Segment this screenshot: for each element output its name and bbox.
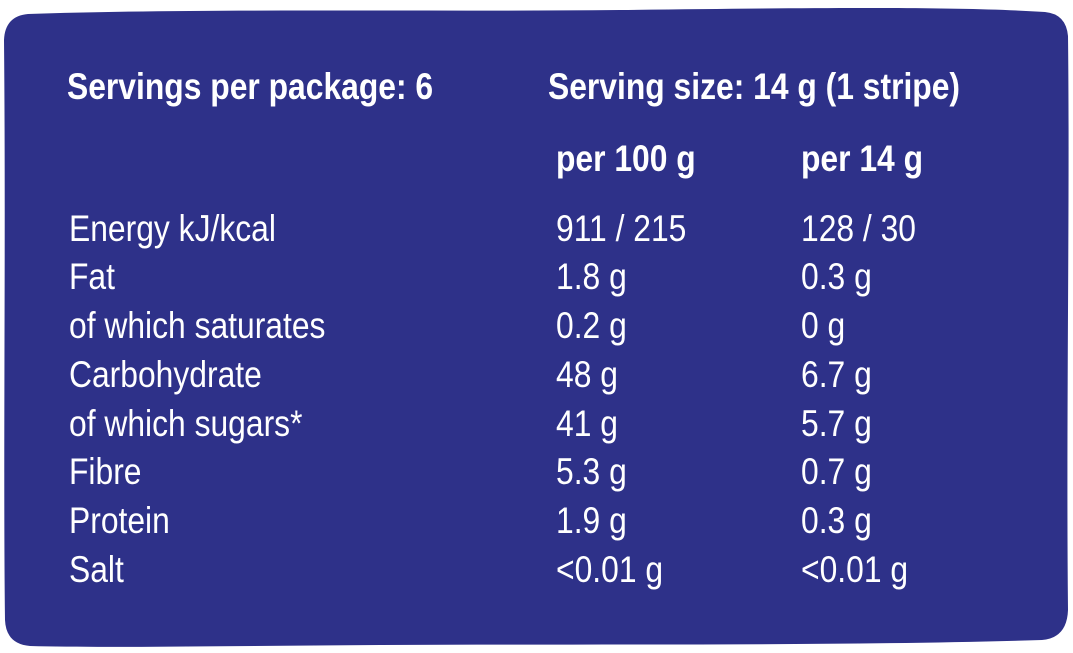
row-name: Fibre (69, 451, 142, 492)
row-name: of which saturates (69, 305, 326, 346)
row-value-per-100g: 5.3 g (556, 451, 627, 492)
row-value-per-100g: 1.8 g (556, 256, 627, 297)
row-value-per-100g: 41 g (556, 403, 618, 444)
row-value-per-100g: 48 g (556, 354, 618, 395)
row-value-per-serving: <0.01 g (801, 549, 909, 590)
row-name: Salt (69, 549, 124, 590)
row-value-per-serving: 0 g (801, 305, 846, 346)
row-value-per-100g: 911 / 215 (556, 208, 687, 249)
row-name: of which sugars* (69, 403, 303, 444)
row-name: Energy kJ/kcal (69, 208, 276, 249)
row-value-per-100g: <0.01 g (556, 549, 664, 590)
row-value-per-serving: 0.3 g (801, 500, 872, 541)
panel-shape (4, 8, 1069, 647)
row-name: Fat (69, 256, 115, 297)
row-value-per-100g: 0.2 g (556, 305, 627, 346)
serving-size: Serving size: 14 g (1 stripe) (548, 66, 961, 107)
row-name: Carbohydrate (69, 354, 262, 395)
row-value-per-serving: 0.7 g (801, 451, 872, 492)
column-header-per-serving: per 14 g (801, 138, 924, 179)
row-value-per-serving: 0.3 g (801, 256, 872, 297)
column-header-per-100g: per 100 g (556, 138, 696, 179)
row-value-per-serving: 128 / 30 (801, 208, 917, 249)
row-value-per-100g: 1.9 g (556, 500, 627, 541)
servings-per-package: Servings per package: 6 (67, 66, 434, 107)
row-name: Protein (69, 500, 170, 541)
row-value-per-serving: 5.7 g (801, 403, 872, 444)
row-value-per-serving: 6.7 g (801, 354, 872, 395)
